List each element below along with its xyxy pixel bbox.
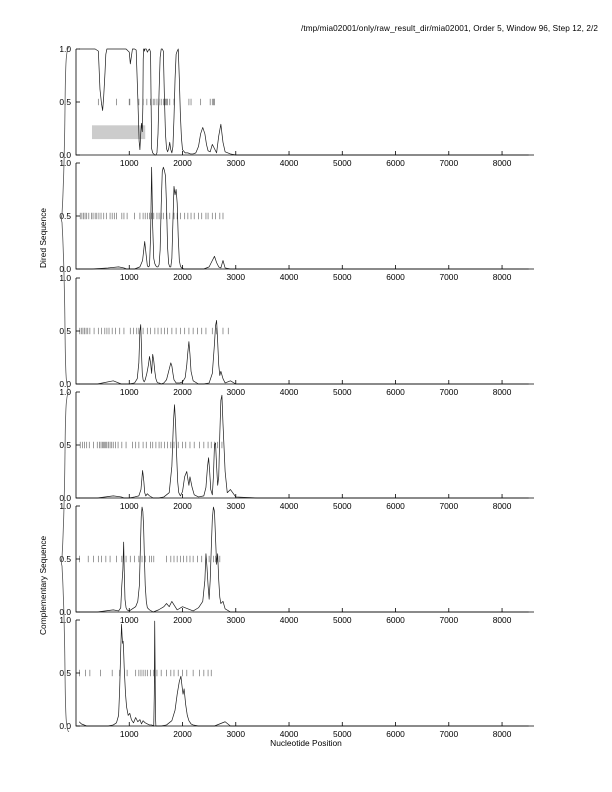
marker-row-2 — [79, 212, 224, 220]
brace-dired-sequence — [60, 47, 70, 390]
axis-spines-6 — [75, 620, 534, 727]
plot-area-5: 0.0 0.5 1.0 1000 2000 3000 4000 5000 6000 7000 800… — [59, 501, 534, 625]
x-tick-label: 4000 — [280, 615, 299, 625]
y-tick-label: 1.0 — [59, 158, 71, 168]
x-tick-label: 1000 — [120, 158, 139, 168]
x-tick-label: 5000 — [333, 729, 352, 739]
x-tick-label: 1000 — [120, 501, 139, 511]
x-tick-label: 3000 — [226, 272, 245, 282]
x-tick-label: 4000 — [280, 501, 299, 511]
y-tick-label: 0.5 — [59, 554, 71, 564]
x-tick-label: 3000 — [226, 615, 245, 625]
x-tick-label: 8000 — [493, 729, 512, 739]
x-tick-label: 5000 — [333, 387, 352, 397]
x-tick-label: 4000 — [280, 272, 299, 282]
figure-title: /tmp/mia02001/only/raw_result_dir/mia020… — [300, 24, 598, 33]
x-tick-label: 6000 — [386, 615, 405, 625]
y-tick-label: 1.0 — [59, 615, 71, 625]
x-tick-label: 4000 — [280, 387, 299, 397]
axis-spines-1 — [75, 49, 534, 156]
data-line-1 — [79, 48, 529, 156]
x-tick-label: 5000 — [333, 501, 352, 511]
x-tick-label: 8000 — [493, 272, 512, 282]
x-tick-label: 7000 — [439, 158, 458, 168]
x-tick-label: 5000 — [333, 158, 352, 168]
marker-row-5 — [79, 555, 221, 563]
x-tick-label: 7000 — [439, 615, 458, 625]
y-tick-label: 0.0 — [59, 607, 71, 617]
x-tick-label: 7000 — [439, 387, 458, 397]
x-tick-label: 6000 — [386, 387, 405, 397]
x-tick-label: 4000 — [280, 158, 299, 168]
x-tick-label: 4000 — [280, 729, 299, 739]
y-tick-label: 1.0 — [59, 501, 71, 511]
x-tick-label: 8000 — [493, 387, 512, 397]
x-tick-label: 2000 — [173, 501, 192, 511]
data-line-2 — [79, 166, 529, 270]
axis-spines-2 — [75, 163, 534, 270]
x-tick-label: 3000 — [226, 158, 245, 168]
marker-row-4 — [79, 441, 223, 449]
y-tick-label: 1.0 — [59, 44, 71, 54]
y-tick-label: 0.0 — [59, 379, 71, 389]
x-tick-label: 8000 — [493, 158, 512, 168]
x-tick-label: 1000 — [120, 272, 139, 282]
marker-row-1 — [97, 98, 215, 106]
x-tick-label: 2000 — [173, 615, 192, 625]
highlight-band — [91, 125, 146, 140]
y-tick-label: 0.0 — [59, 721, 71, 731]
subplot-2: 0.0 0.5 1.0 1000 2000 3000 4000 5000 6000 7000 800… — [36, 155, 550, 291]
y-tick-label: 0.0 — [59, 150, 71, 160]
x-tick-label: 1000 — [120, 729, 139, 739]
y-tick-label: 0.0 — [59, 264, 71, 274]
x-tick-label: 3000 — [226, 501, 245, 511]
data-line-3 — [79, 320, 529, 385]
x-tick-label: 6000 — [386, 729, 405, 739]
x-tick-label: 8000 — [493, 501, 512, 511]
axis-spines-3 — [75, 278, 534, 385]
x-tick-label: 6000 — [386, 158, 405, 168]
x-tick-label: 2000 — [173, 729, 192, 739]
subplot-6: 0.0 0.5 1.0 1000 2000 3000 4000 5000 6000 7000 800… — [36, 612, 550, 748]
y-tick-label: 0.5 — [59, 211, 71, 221]
data-line-4 — [79, 394, 529, 499]
x-tick-label: 7000 — [439, 272, 458, 282]
marker-row-6 — [79, 669, 212, 677]
x-tick-label: 5000 — [333, 615, 352, 625]
subplot-3: 0.0 0.5 1.0 1000 2000 3000 4000 5000 6000 7000 800… — [36, 270, 550, 406]
x-axis-label: Nucleotide Position — [270, 738, 342, 748]
x-tick-label: 2000 — [173, 272, 192, 282]
x-tick-label: 7000 — [439, 501, 458, 511]
x-tick-label: 3000 — [226, 729, 245, 739]
x-tick-label: 6000 — [386, 272, 405, 282]
x-tick-label: 6000 — [386, 501, 405, 511]
x-tick-label: 1000 — [120, 615, 139, 625]
y-tick-label: 0.0 — [59, 493, 71, 503]
y-tick-label: 1.0 — [59, 273, 71, 283]
data-line-5 — [79, 506, 529, 613]
axis-spines-4 — [75, 392, 534, 499]
x-tick-label: 3000 — [226, 387, 245, 397]
subplot-5: 0.0 0.5 1.0 1000 2000 3000 4000 5000 6000 7000 800… — [36, 498, 550, 634]
x-tick-label: 5000 — [333, 272, 352, 282]
x-tick-label: 8000 — [493, 615, 512, 625]
x-tick-label: 2000 — [173, 387, 192, 397]
x-tick-label: 2000 — [173, 158, 192, 168]
x-tick-label: 1000 — [120, 387, 139, 397]
plot-area-2: 0.0 0.5 1.0 1000 2000 3000 4000 5000 6000 7000 800… — [59, 158, 534, 282]
data-line-6 — [78, 620, 529, 727]
y-tick-label: 1.0 — [59, 387, 71, 397]
x-tick-label: 7000 — [439, 729, 458, 739]
brace-complementary-sequence — [60, 392, 70, 732]
marker-row-3 — [79, 327, 229, 335]
